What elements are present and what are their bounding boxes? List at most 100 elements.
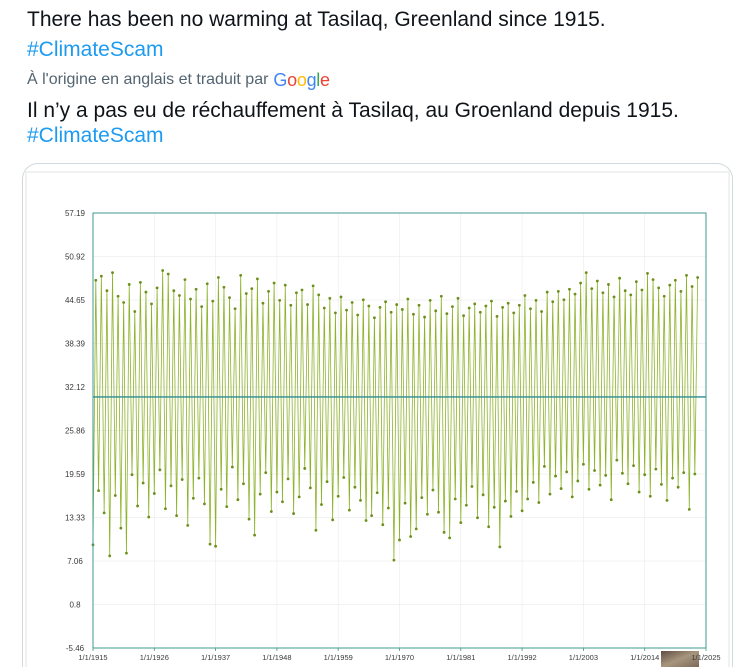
data-point bbox=[409, 535, 413, 538]
data-point bbox=[612, 295, 616, 299]
data-point bbox=[671, 476, 674, 480]
data-point bbox=[665, 498, 669, 502]
translation-notice: À l'origine en anglais et traduit par Go… bbox=[27, 70, 330, 90]
data-point bbox=[412, 312, 415, 316]
data-point bbox=[579, 281, 583, 285]
y-tick-label: 44.65 bbox=[65, 296, 86, 305]
data-point bbox=[459, 521, 463, 524]
data-point bbox=[520, 509, 524, 513]
data-point bbox=[487, 525, 491, 529]
data-point bbox=[108, 554, 112, 558]
data-point bbox=[141, 481, 145, 485]
data-point bbox=[632, 464, 635, 468]
data-point bbox=[637, 490, 641, 494]
data-point bbox=[216, 276, 220, 279]
data-point bbox=[515, 489, 518, 493]
data-point bbox=[205, 282, 209, 286]
x-tick-label: 1/1/1926 bbox=[140, 653, 169, 662]
data-point bbox=[370, 514, 374, 518]
data-point bbox=[281, 500, 284, 504]
data-point bbox=[317, 293, 321, 297]
data-point bbox=[456, 296, 460, 300]
data-point bbox=[448, 536, 452, 540]
data-point bbox=[492, 505, 496, 509]
data-point bbox=[373, 316, 376, 320]
data-point bbox=[191, 496, 195, 500]
translation-notice-label: À l'origine en anglais et traduit par bbox=[27, 71, 269, 88]
y-axis: 57.19 50.92 44.65 38.39 32.12 25.86 19.59 13.33… bbox=[65, 209, 86, 653]
chart-image-frame bbox=[25, 171, 730, 667]
data-point bbox=[601, 291, 605, 295]
x-tick-label: 1/1/2014 bbox=[630, 653, 659, 662]
data-point bbox=[122, 301, 126, 304]
data-point bbox=[676, 485, 680, 489]
data-point bbox=[584, 271, 588, 275]
data-point bbox=[646, 271, 649, 275]
google-logo: Google bbox=[273, 70, 330, 90]
data-point bbox=[453, 497, 457, 501]
data-point bbox=[389, 310, 393, 314]
data-point bbox=[537, 501, 541, 504]
data-point bbox=[158, 468, 162, 472]
data-point bbox=[359, 498, 362, 502]
data-point bbox=[470, 485, 474, 488]
data-point bbox=[295, 291, 298, 295]
data-point bbox=[99, 274, 103, 278]
data-point bbox=[643, 473, 647, 477]
data-point bbox=[250, 287, 254, 291]
data-point bbox=[242, 482, 245, 486]
chart-image-card[interactable]: 57.19 50.92 44.65 38.39 32.12 25.86 19.59 13.33… bbox=[22, 163, 733, 667]
data-point bbox=[152, 492, 156, 495]
data-point bbox=[328, 296, 332, 300]
data-point bbox=[512, 311, 516, 315]
data-point bbox=[111, 271, 114, 275]
y-tick-label: 19.59 bbox=[65, 470, 86, 479]
y-tick-label: 38.39 bbox=[65, 340, 86, 349]
data-point bbox=[604, 473, 608, 477]
data-point bbox=[428, 299, 432, 302]
data-point bbox=[292, 512, 296, 515]
data-point bbox=[501, 305, 504, 309]
google-logo-letter: e bbox=[319, 70, 330, 90]
data-point bbox=[97, 489, 100, 493]
data-point bbox=[94, 278, 98, 282]
data-point bbox=[239, 274, 243, 277]
data-point bbox=[420, 496, 424, 500]
data-point bbox=[308, 486, 312, 490]
x-tick-label: 1/1/1981 bbox=[446, 653, 475, 662]
x-tick-label: 1/1/1992 bbox=[507, 653, 536, 662]
data-point bbox=[353, 485, 357, 489]
data-point bbox=[451, 305, 454, 309]
data-point bbox=[320, 503, 323, 506]
y-tick-label: 32.12 bbox=[65, 383, 86, 392]
data-point bbox=[495, 314, 499, 318]
data-point bbox=[164, 507, 167, 511]
data-point bbox=[554, 474, 557, 478]
data-point bbox=[367, 304, 371, 308]
x-tick-label: 1/1/2025 bbox=[691, 653, 720, 662]
data-point bbox=[261, 301, 265, 305]
translated-hashtag-link[interactable]: #ClimateScam bbox=[27, 124, 164, 147]
data-point bbox=[189, 297, 192, 301]
data-point bbox=[230, 465, 234, 469]
data-point bbox=[403, 501, 407, 505]
data-point bbox=[342, 476, 346, 479]
y-tick-label: 13.33 bbox=[65, 514, 86, 523]
data-point bbox=[275, 490, 279, 494]
data-point bbox=[116, 294, 120, 298]
data-point bbox=[640, 288, 644, 292]
data-point bbox=[503, 499, 507, 503]
y-tick-label: 57.19 bbox=[65, 209, 86, 218]
data-point bbox=[361, 298, 365, 302]
data-point bbox=[375, 491, 379, 495]
data-point bbox=[442, 530, 446, 534]
data-point bbox=[194, 287, 198, 291]
data-point bbox=[615, 458, 619, 462]
data-point bbox=[175, 514, 178, 518]
data-point bbox=[565, 470, 569, 474]
data-point bbox=[690, 285, 694, 288]
google-logo-letter: l bbox=[316, 70, 320, 90]
data-point bbox=[570, 495, 574, 499]
hashtag-link[interactable]: #ClimateScam bbox=[27, 38, 164, 61]
data-point bbox=[573, 292, 577, 296]
